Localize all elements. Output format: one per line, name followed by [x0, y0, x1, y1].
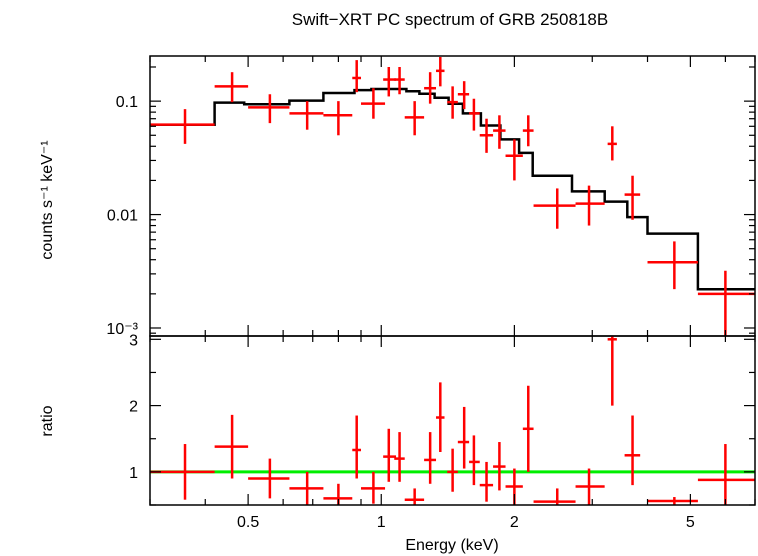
data-point	[607, 336, 617, 406]
data-point	[214, 72, 249, 103]
data-point	[394, 66, 405, 95]
data-point	[289, 471, 324, 505]
data-point	[697, 444, 755, 505]
y-tick-label: 10⁻³	[106, 321, 138, 338]
x-tick-label: 2	[510, 514, 519, 531]
data-point	[214, 414, 249, 479]
data-point	[447, 448, 458, 492]
data-point	[522, 115, 534, 147]
data-point	[697, 270, 755, 336]
data-point	[248, 458, 290, 499]
y-tick-label: 1	[129, 465, 138, 482]
data-point	[383, 428, 397, 482]
chart-title: Swift−XRT PC spectrum of GRB 250818B	[292, 10, 608, 29]
data-point	[289, 101, 324, 130]
data-point	[150, 109, 215, 144]
data-point	[505, 139, 523, 181]
data-point	[575, 468, 605, 505]
data-point	[533, 188, 576, 229]
data-point	[533, 488, 576, 505]
data-point	[522, 385, 534, 472]
data-point	[447, 86, 458, 119]
data-point	[469, 435, 480, 486]
data-point	[479, 461, 494, 502]
spectrum-data-points	[150, 56, 755, 336]
data-point	[361, 88, 386, 119]
y-tick-label: 2	[129, 399, 138, 416]
ratio-panel: 0.5 1 2 5 1 2 3	[129, 332, 756, 531]
data-point	[457, 81, 470, 110]
data-point	[479, 118, 494, 153]
data-point	[647, 241, 698, 290]
y-tick-label: 0.1	[116, 94, 138, 111]
x-tick-label: 5	[686, 514, 695, 531]
data-point	[323, 101, 353, 136]
data-point	[248, 94, 290, 124]
data-point	[457, 406, 470, 469]
data-point	[436, 56, 445, 87]
data-point	[469, 98, 480, 131]
data-point	[352, 415, 362, 479]
x-axis-label: Energy (keV)	[405, 537, 498, 554]
data-point	[647, 497, 698, 505]
data-point	[436, 382, 445, 452]
ratio-data-points	[150, 336, 755, 505]
data-point	[424, 432, 437, 484]
data-point	[607, 126, 617, 161]
y-axis-label-spectrum: counts s⁻¹ keV⁻¹	[39, 140, 56, 259]
x-tick-label: 0.5	[237, 514, 259, 531]
data-point	[404, 488, 425, 505]
data-point	[383, 66, 397, 97]
data-point	[361, 471, 386, 504]
data-point	[493, 442, 506, 491]
x-tick-label: 1	[377, 514, 386, 531]
ratio-plot-frame	[149, 335, 756, 506]
data-point	[624, 175, 641, 220]
model-step-path	[150, 87, 755, 291]
model-step-line	[150, 87, 755, 291]
data-point	[493, 115, 506, 149]
data-point	[624, 415, 641, 486]
y-tick-label: 3	[129, 332, 138, 349]
spectrum-panel: 10⁻³ 0.01 0.1	[106, 55, 756, 338]
data-point	[575, 185, 605, 226]
y-axis-label-ratio: ratio	[39, 405, 56, 436]
data-point	[394, 432, 405, 482]
data-point	[352, 60, 362, 93]
y-tick-label: 0.01	[107, 208, 138, 225]
data-point	[404, 101, 425, 136]
data-point	[424, 72, 437, 104]
